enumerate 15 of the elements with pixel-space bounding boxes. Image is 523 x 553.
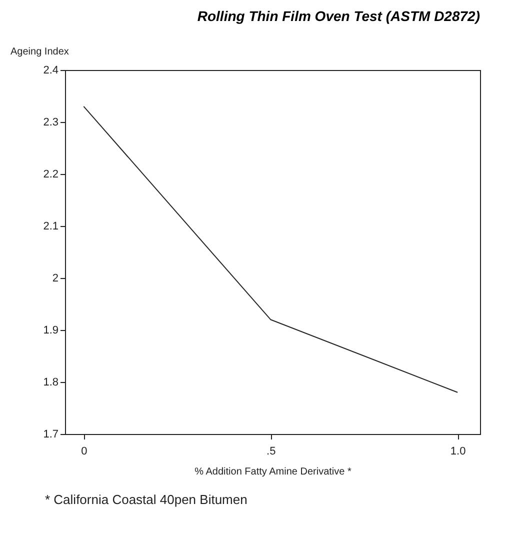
y-tick-label: 2.4 <box>43 64 58 76</box>
y-tick-label: 1.8 <box>43 376 58 388</box>
x-tick-label: 0 <box>81 446 88 458</box>
x-tick-label: 1.0 <box>450 446 466 458</box>
y-tick-label: 2.1 <box>43 220 58 232</box>
text: * California Coastal 40pen Bitumen <box>45 492 248 507</box>
y-axis-title: Ageing Index <box>10 46 69 58</box>
y-tick-label: 2.2 <box>43 168 58 180</box>
y-tick-label: 2 <box>52 272 58 284</box>
y-tick-label: 1.9 <box>43 324 58 336</box>
y-tick-label: 2.3 <box>43 116 58 128</box>
x-axis-title: % Addition Fatty Amine Derivative * <box>194 466 352 478</box>
chart-title: Rolling Thin Film Oven Test (ASTM D2872) <box>197 8 480 24</box>
x-tick-label: .5 <box>266 446 276 458</box>
y-tick-label: 1.7 <box>43 428 58 440</box>
